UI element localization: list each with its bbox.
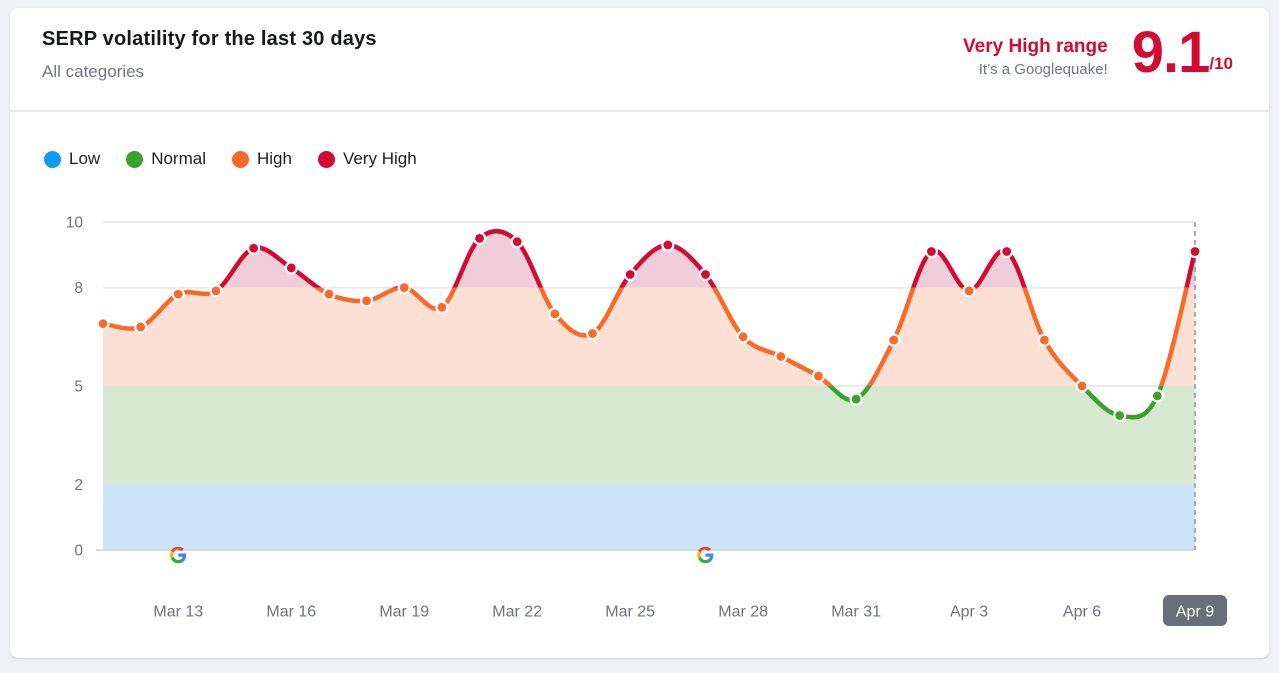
data-point-apr-5[interactable] — [1037, 333, 1051, 347]
x-tick-label: Mar 16 — [266, 604, 316, 621]
x-tick-label: Apr 6 — [1063, 604, 1101, 621]
data-point-mar-17[interactable] — [322, 287, 336, 301]
data-point-apr-4[interactable] — [1000, 244, 1014, 259]
category-filter-label: All categories — [42, 62, 145, 81]
google-update-icon[interactable] — [697, 546, 714, 564]
legend-label-high: High — [256, 149, 292, 168]
very-high-dot-icon — [317, 150, 335, 168]
data-point-apr-9[interactable] — [1188, 244, 1202, 259]
legend-item-normal: Normal — [126, 149, 206, 169]
data-point-mar-20[interactable] — [435, 300, 449, 314]
legend-item-low: Low — [44, 149, 100, 169]
data-point-mar-28[interactable] — [736, 330, 750, 344]
normal-dot-icon — [126, 150, 144, 168]
low-dot-icon — [44, 150, 61, 168]
data-point-apr-1[interactable] — [887, 333, 901, 347]
volatility-score-max: /10 — [1209, 54, 1233, 74]
data-point-mar-27[interactable] — [698, 267, 713, 282]
header-divider — [10, 110, 1269, 112]
data-point-apr-6[interactable] — [1075, 379, 1089, 393]
data-point-mar-11[interactable] — [96, 317, 110, 331]
page-title: SERP volatility for the last 30 days — [42, 28, 377, 50]
data-point-mar-31[interactable] — [849, 392, 863, 406]
band-fill-low — [103, 484, 1195, 550]
data-point-mar-22[interactable] — [510, 235, 524, 249]
data-point-mar-12[interactable] — [134, 320, 148, 334]
data-point-mar-19[interactable] — [397, 281, 411, 295]
y-tick-label: 0 — [74, 543, 83, 560]
data-point-apr-2[interactable] — [924, 244, 939, 259]
data-point-mar-26[interactable] — [661, 238, 675, 252]
volatility-summary: Very High range It’s a Googlequake! 9.1 … — [963, 20, 1233, 85]
volatility-score: 9.1 — [1131, 20, 1211, 85]
y-tick-label: 10 — [66, 215, 84, 232]
x-tick-label: Mar 19 — [379, 604, 429, 621]
data-point-mar-30[interactable] — [811, 369, 826, 383]
legend-label-very-high: Very High — [342, 149, 417, 168]
legend-item-very-high: Very High — [317, 149, 417, 169]
band-fill-normal — [103, 386, 1195, 485]
y-tick-label: 5 — [74, 379, 83, 396]
data-point-mar-16[interactable] — [284, 261, 298, 275]
y-tick-label: 8 — [74, 280, 83, 297]
chart-legend: Low Normal High Very High — [44, 149, 417, 169]
data-point-mar-23[interactable] — [548, 307, 562, 321]
x-tick-label: Mar 28 — [718, 604, 768, 621]
x-tick-label: Mar 13 — [153, 604, 203, 621]
x-tick-label: Apr 3 — [950, 604, 988, 621]
current-day-badge — [1163, 595, 1227, 626]
data-point-mar-14[interactable] — [209, 284, 223, 298]
x-tick-label: Mar 31 — [831, 604, 881, 621]
data-point-mar-24[interactable] — [585, 326, 600, 341]
data-point-mar-13[interactable] — [171, 287, 185, 301]
data-point-apr-8[interactable] — [1150, 389, 1164, 403]
data-point-mar-25[interactable] — [623, 267, 637, 282]
band-fill-high — [103, 287, 1195, 387]
y-tick-label: 2 — [74, 477, 83, 494]
x-tick-label: Mar 25 — [605, 604, 655, 621]
x-tick-label: Mar 22 — [492, 604, 542, 621]
data-point-mar-18[interactable] — [359, 294, 374, 308]
volatility-line — [100, 287, 1189, 387]
data-point-apr-3[interactable] — [962, 284, 976, 298]
legend-label-normal: Normal — [151, 149, 206, 168]
range-sublabel: It’s a Googlequake! — [978, 61, 1108, 78]
data-point-mar-15[interactable] — [247, 241, 261, 255]
data-point-apr-7[interactable] — [1113, 408, 1127, 423]
current-day-badge-label: Apr 9 — [1176, 604, 1214, 621]
range-label: Very High range — [963, 36, 1108, 57]
high-dot-icon — [231, 150, 249, 168]
legend-label-low: Low — [69, 149, 101, 168]
data-point-mar-21[interactable] — [472, 231, 487, 245]
legend-item-high: High — [231, 149, 292, 169]
google-update-icon[interactable] — [170, 546, 187, 564]
data-point-mar-29[interactable] — [774, 349, 788, 364]
